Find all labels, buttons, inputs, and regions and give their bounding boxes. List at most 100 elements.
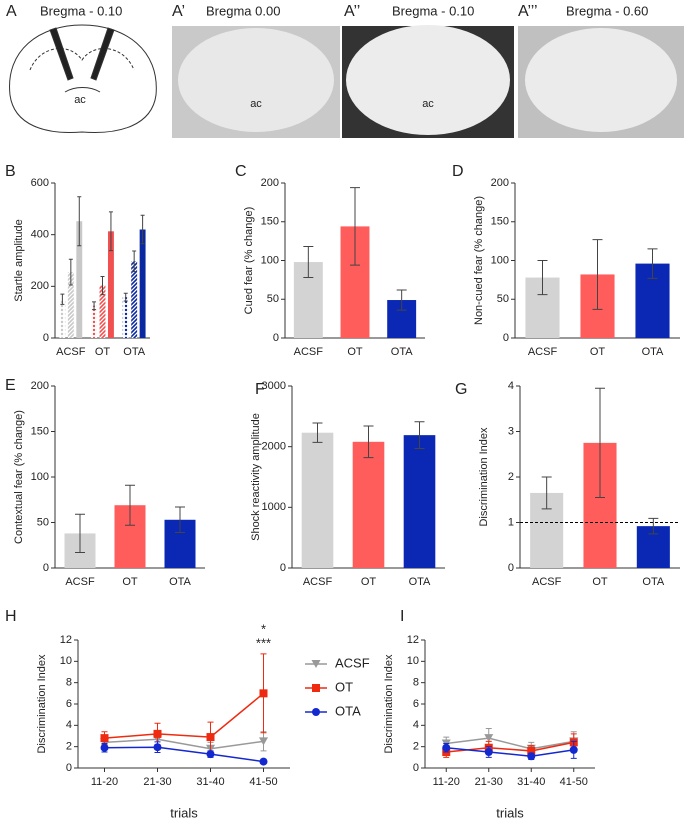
bar (91, 305, 98, 338)
y-axis-label: Shock reactivity amplitude (250, 413, 262, 541)
x-tick-label: OTA (391, 346, 413, 358)
brain-tissue (178, 28, 334, 132)
y-tick-label: 4 (413, 719, 419, 731)
error-bar (125, 484, 135, 526)
y-tick-label: 1 (508, 516, 514, 528)
x-tick-label: OTA (642, 346, 664, 358)
marker (312, 708, 320, 716)
panel-title: Bregma - 0.60 (566, 3, 648, 18)
marker (311, 660, 321, 668)
legend-label: OT (335, 679, 353, 694)
series-line (104, 738, 264, 750)
error-bar (414, 421, 425, 449)
panel-letter: A’’ (344, 3, 360, 20)
x-tick-label: ACSF (65, 576, 95, 588)
y-tick-label: 3000 (262, 380, 286, 392)
y-axis-label: Discrimination Index (36, 654, 48, 754)
panel-a: A Bregma - 0.10 ac A’ Bregma 0.00 ac A’’… (6, 3, 684, 138)
marker (206, 733, 215, 742)
y-tick-label: 150 (261, 216, 279, 228)
y-tick-label: 50 (267, 293, 279, 305)
y-tick-label: 0 (280, 562, 286, 574)
x-tick-label: ACSF (532, 576, 562, 588)
error-bar (363, 425, 374, 459)
annotation: *** (256, 635, 271, 650)
series-line (446, 746, 574, 758)
error-bar (100, 276, 105, 296)
bar (139, 229, 146, 338)
y-tick-label: 10 (407, 655, 419, 667)
y-tick-label: 8 (413, 677, 419, 689)
panel-letter: I (400, 608, 404, 625)
series-line (104, 746, 264, 763)
bar (59, 299, 66, 338)
x-tick-label: 21-30 (143, 776, 171, 788)
y-tick-label: 6 (413, 698, 419, 710)
bar (107, 231, 114, 338)
y-tick-label: 0 (43, 562, 49, 574)
y-tick-label: 6 (66, 698, 72, 710)
marker (259, 689, 268, 698)
marker (206, 750, 215, 759)
error-bar (108, 211, 113, 252)
x-tick-label: OT (95, 346, 111, 358)
error-bar (68, 258, 73, 286)
marker (259, 737, 268, 746)
error-bar (132, 250, 137, 273)
x-tick-label: OTA (123, 346, 145, 358)
error-bar (77, 196, 82, 247)
x-tick-label: OT (592, 576, 608, 588)
y-tick-label: 200 (31, 280, 49, 292)
marker (153, 743, 162, 752)
x-tick-label: 11-20 (91, 776, 118, 788)
y-tick-label: 4 (66, 719, 72, 731)
bar (99, 285, 106, 338)
region-label: ac (422, 98, 434, 110)
panel-letter: E (5, 377, 16, 394)
marker (100, 734, 109, 743)
x-tick-label: ACSF (56, 346, 86, 358)
error-bar (75, 513, 85, 554)
marker (442, 743, 451, 752)
x-tick-label: ACSF (294, 346, 324, 358)
y-tick-label: 12 (60, 634, 72, 646)
x-tick-label: OT (590, 346, 606, 358)
panel-letter: A (6, 3, 17, 20)
error-bar (303, 246, 314, 279)
brain-schematic (9, 24, 157, 134)
y-axis-label: Startle amplitude (13, 219, 25, 302)
y-axis-label: Cued fear (% change) (243, 207, 255, 315)
y-tick-label: 2 (508, 471, 514, 483)
marker (527, 752, 536, 761)
x-tick-label: OTA (169, 576, 191, 588)
panel-letter: C (235, 163, 247, 180)
y-tick-label: 4 (508, 380, 514, 392)
bar (67, 272, 74, 338)
x-tick-label: 21-30 (475, 776, 503, 788)
x-tick-label: OTA (409, 576, 431, 588)
x-tick-label: 31-40 (517, 776, 545, 788)
marker (153, 729, 162, 738)
panel-letter: A’’’ (518, 3, 538, 20)
y-tick-label: 12 (407, 634, 419, 646)
x-tick-label: OTA (642, 576, 664, 588)
y-tick-label: 150 (491, 216, 509, 228)
panel-letter: F (255, 381, 265, 398)
x-tick-label: OT (361, 576, 377, 588)
y-tick-label: 0 (503, 332, 509, 344)
marker (312, 684, 320, 692)
panel-title: Bregma 0.00 (206, 3, 280, 18)
region-label: ac (250, 98, 262, 110)
x-tick-label: 11-20 (433, 776, 460, 788)
y-axis-label: Discrimination Index (383, 654, 395, 754)
y-tick-label: 200 (261, 177, 279, 189)
x-tick-label: 41-50 (560, 776, 588, 788)
y-tick-label: 150 (31, 425, 49, 437)
y-tick-label: 50 (37, 516, 49, 528)
brain-tissue (346, 25, 510, 135)
y-tick-label: 2 (413, 741, 419, 753)
marker (569, 745, 578, 754)
legend-label: OTA (335, 703, 361, 718)
y-tick-label: 1000 (262, 501, 286, 513)
